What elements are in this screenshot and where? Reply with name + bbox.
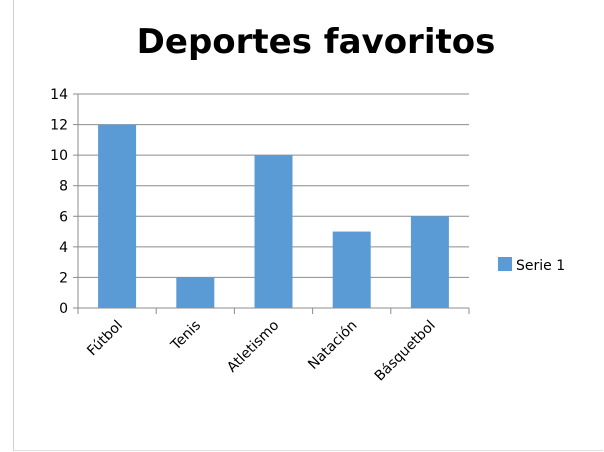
y-tick-label: 6	[59, 209, 68, 225]
bar-3	[254, 155, 293, 308]
x-axis-tick-labels: Fútbol Tenis Atletismo Natación Básquetbol	[84, 318, 439, 385]
bar-4	[332, 231, 371, 308]
bar-2	[176, 277, 215, 308]
y-tick-label: 0	[59, 301, 68, 317]
legend-swatch	[498, 257, 512, 271]
bar-1	[98, 124, 137, 308]
bars	[98, 124, 449, 308]
x-category-label: Básquetbol	[372, 318, 439, 385]
y-tick-label: 12	[50, 118, 68, 134]
x-category-label: Natación	[305, 318, 360, 373]
y-tick-label: 10	[50, 148, 68, 164]
legend-label: Serie 1	[516, 258, 565, 274]
chart-title: Deportes favoritos	[137, 22, 496, 62]
x-category-label: Fútbol	[84, 318, 126, 360]
x-category-label: Tenis	[167, 318, 204, 355]
y-tick-label: 4	[59, 240, 68, 256]
bar-5	[410, 216, 449, 308]
y-tick-label: 2	[59, 270, 68, 286]
x-category-label: Atletismo	[224, 318, 282, 376]
y-tick-label: 8	[59, 179, 68, 195]
axes	[73, 93, 470, 314]
y-axis-tick-labels: 0 2 4 6 8 10 12 14	[50, 87, 68, 317]
legend: Serie 1	[498, 257, 565, 274]
y-tick-label: 14	[50, 87, 68, 103]
